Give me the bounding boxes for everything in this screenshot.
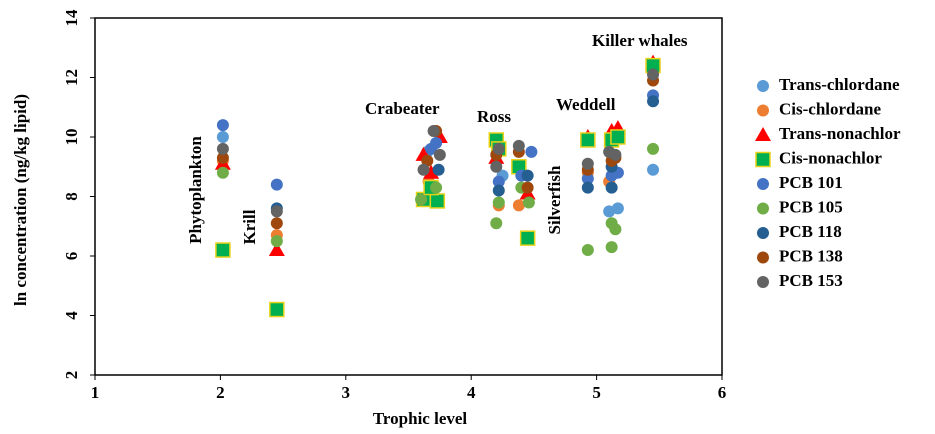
y-tick-label: 4 [62,311,81,320]
legend-label: PCB 101 [779,173,843,192]
y-tick-label: 6 [62,252,81,261]
y-tick-label: 2 [62,371,81,380]
data-point [525,145,538,158]
x-tick-label: 2 [216,383,225,402]
annotation: Krill [240,209,259,244]
annotation: Crabeater [365,99,440,118]
data-point [521,181,534,194]
data-point [269,301,285,318]
data-point [492,184,505,197]
legend-marker [757,251,769,264]
y-tick-label: 12 [62,69,81,86]
legend-label: PCB 153 [779,271,843,290]
annotation: Silverfish [545,165,564,234]
data-point [415,193,428,206]
data-point [581,172,594,185]
legend-label: Cis-chlordane [779,99,881,118]
annotation: Ross [477,107,511,126]
data-point [268,242,285,257]
legend-label: Cis-nonachlor [779,148,882,167]
data-point [647,68,660,81]
y-axis-label: ln concentration (ng/kg lipid) [11,94,30,306]
data-point [417,163,430,176]
legend-label: PCB 118 [779,222,842,241]
data-point [647,142,660,155]
data-point [512,199,525,212]
data-point [490,217,503,230]
data-point [270,205,283,218]
data-point [490,160,503,173]
data-point [432,163,445,176]
legend-label: Trans-nonachlor [779,124,901,143]
y-tick-label: 10 [62,129,81,146]
data-point [492,196,505,209]
data-point [611,202,624,215]
data-point [521,169,534,182]
legend-label: PCB 105 [779,197,843,216]
x-axis-label: Trophic level [373,409,468,428]
data-point [581,157,594,170]
y-tick-label: 14 [62,9,81,27]
legend-label: Trans-chlordane [779,75,900,94]
data-point [216,166,229,179]
data-point [519,230,536,246]
data-point [215,242,231,258]
data-point [605,241,618,254]
data-point [580,132,596,148]
data-point [603,145,616,158]
data-point [216,131,229,143]
annotation: Weddell [556,95,616,114]
annotation: Killer whales [592,31,688,50]
data-point [610,129,626,145]
x-tick-label: 1 [91,383,100,402]
data-point [429,193,446,209]
legend-label: PCB 138 [779,246,843,265]
data-point [605,181,618,194]
legend-marker [755,127,771,141]
data-point [216,119,229,132]
legend-marker [757,227,769,239]
y-tick-label: 8 [62,192,81,201]
data-point [512,139,525,152]
data-point [522,196,535,209]
annotation: Phytoplankton [186,136,205,244]
data-point [492,142,505,155]
legend-marker [755,151,771,168]
legend-marker [757,104,769,117]
data-point [433,148,446,161]
data-point [492,175,505,188]
legend-marker [757,178,769,190]
data-point [581,244,594,257]
x-tick-label: 3 [342,383,351,402]
data-point [216,151,229,164]
data-point [423,164,440,179]
x-tick-label: 4 [467,383,476,402]
legend-marker [757,276,769,288]
data-point [270,217,283,230]
data-point [581,181,594,194]
legend-marker [757,202,769,215]
legend-marker [757,80,769,92]
data-point [647,95,660,108]
x-tick-label: 5 [592,383,601,402]
data-point [270,178,283,191]
data-point [427,125,440,138]
data-point [216,142,229,155]
x-tick-label: 6 [718,383,727,402]
data-point [609,223,622,236]
data-point [270,235,283,248]
data-point [430,181,443,194]
data-point [430,136,443,149]
data-point [647,163,660,176]
